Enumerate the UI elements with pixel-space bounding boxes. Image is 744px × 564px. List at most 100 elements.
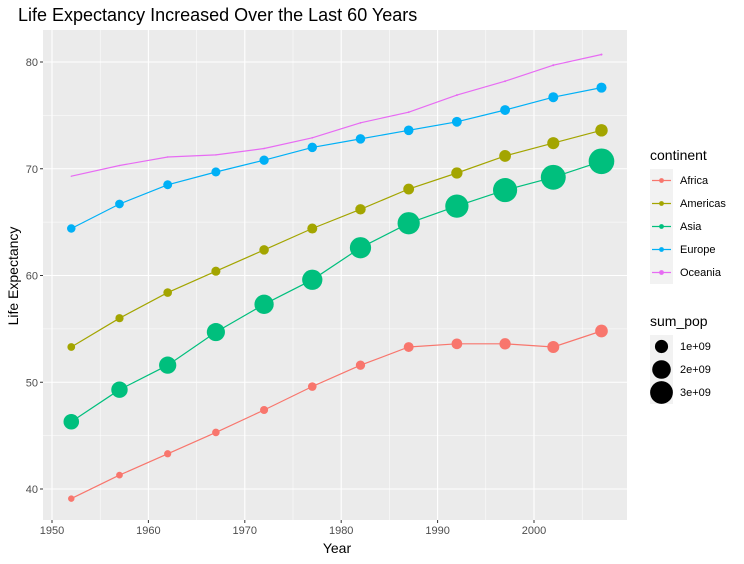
x-axis: 1950 1960 1970 1980 1990 2000 [40,520,546,537]
data-point-africa-2007 [595,324,608,338]
data-point-oceania-1967 [215,154,217,156]
data-point-asia-2002 [540,164,566,190]
data-point-americas-1957 [115,314,124,323]
legend-label-oceania: Oceania [680,267,722,279]
data-point-europe-1982 [355,134,366,144]
data-point-africa-1967 [212,428,220,437]
data-point-europe-1992 [451,116,462,127]
data-point-americas-2007 [595,124,608,137]
data-point-americas-1992 [451,167,463,179]
data-point-asia-1987 [397,212,420,235]
data-point-africa-1957 [116,471,123,479]
legend-label-africa: Africa [680,175,709,187]
data-point-oceania-2007 [600,53,603,56]
data-point-europe-1967 [211,167,221,177]
x-tick-label-1950: 1950 [40,525,64,537]
data-point-oceania-1962 [166,156,169,158]
size-legend-label-1: 1e+09 [680,341,711,353]
legend-key-point-africa [659,178,664,183]
chart-title: Life Expectancy Increased Over the Last … [18,5,417,25]
data-point-asia-1952 [63,413,80,430]
y-tick-label-80: 80 [26,57,38,69]
size-legend-label-3: 3e+09 [680,387,711,399]
y-axis-title: Life Expectancy [5,227,21,326]
y-tick-label-70: 70 [26,164,38,176]
data-point-africa-1987 [403,342,414,352]
size-key-point-1 [654,339,669,354]
legend-label-europe: Europe [680,244,715,256]
y-axis: 40 50 60 70 80 [26,57,43,496]
data-point-americas-2002 [547,137,560,150]
series-layer [63,53,615,502]
data-point-europe-1952 [67,224,76,233]
x-tick-label-1970: 1970 [233,525,257,537]
series-africa [68,324,608,502]
size-key-point-3 [650,381,673,404]
y-tick-label-50: 50 [26,377,38,389]
series-line-oceania [71,53,602,177]
data-point-americas-1962 [163,288,172,297]
series-oceania [70,53,603,177]
data-point-americas-1987 [403,183,415,195]
x-tick-label-1990: 1990 [425,525,449,537]
data-point-europe-1957 [115,199,124,209]
data-point-americas-1967 [211,266,221,276]
data-point-oceania-1997 [504,80,507,83]
data-point-africa-1952 [68,495,75,502]
continent-legend: continent Africa Americas Asia Europe Oceani… [650,147,726,284]
sum-pop-legend-title: sum_pop [650,313,708,329]
series-asia [63,148,615,430]
data-point-europe-2002 [548,92,559,103]
data-point-africa-2002 [547,341,560,354]
continent-legend-title: continent [650,147,707,163]
x-tick-label-2000: 2000 [522,525,546,537]
data-point-europe-1977 [307,142,318,153]
legend-key-point-europe [659,247,664,252]
major-gridlines [43,30,627,520]
data-point-africa-1977 [307,382,317,391]
legend-label-americas: Americas [680,198,726,210]
sum-pop-legend: sum_pop 1e+09 2e+09 3e+09 [650,313,711,404]
data-point-oceania-1977 [311,136,314,139]
data-point-oceania-1982 [359,121,362,124]
legend-key-point-americas [659,201,664,206]
data-point-africa-1992 [451,338,463,350]
data-point-africa-1962 [164,450,172,458]
data-point-americas-1972 [259,245,269,255]
legend-label-asia: Asia [680,221,702,233]
data-point-asia-1982 [349,237,372,259]
x-axis-title: Year [323,540,352,556]
data-point-europe-1987 [403,125,414,136]
y-tick-label-40: 40 [26,484,38,496]
legend-key-point-oceania [659,270,664,275]
series-line-europe [71,87,602,230]
size-key-point-2 [652,360,671,379]
data-point-asia-1967 [206,322,225,342]
data-point-asia-1962 [159,356,177,374]
data-point-europe-1962 [163,180,173,190]
data-point-americas-1977 [307,223,318,234]
size-legend-label-2: 2e+09 [680,364,711,376]
data-point-oceania-1952 [70,175,72,177]
data-point-europe-1997 [500,105,511,115]
data-point-oceania-1992 [455,94,458,97]
data-point-oceania-1957 [118,164,121,167]
data-point-europe-2007 [596,82,607,93]
y-tick-label-60: 60 [26,271,38,283]
data-point-africa-1997 [499,338,511,350]
data-point-africa-1982 [355,360,366,370]
x-tick-label-1980: 1980 [329,525,353,537]
data-point-asia-1992 [445,194,469,218]
data-point-oceania-2002 [552,64,555,67]
data-point-asia-1977 [302,269,323,290]
data-point-americas-1997 [499,150,511,162]
series-europe [67,82,607,233]
series-americas [67,124,608,351]
legend-key-point-asia [659,224,664,229]
data-point-asia-2007 [588,148,615,175]
data-point-africa-1972 [260,405,269,415]
data-point-oceania-1987 [407,111,410,114]
data-point-asia-1957 [111,381,128,398]
x-tick-label-1960: 1960 [136,525,160,537]
